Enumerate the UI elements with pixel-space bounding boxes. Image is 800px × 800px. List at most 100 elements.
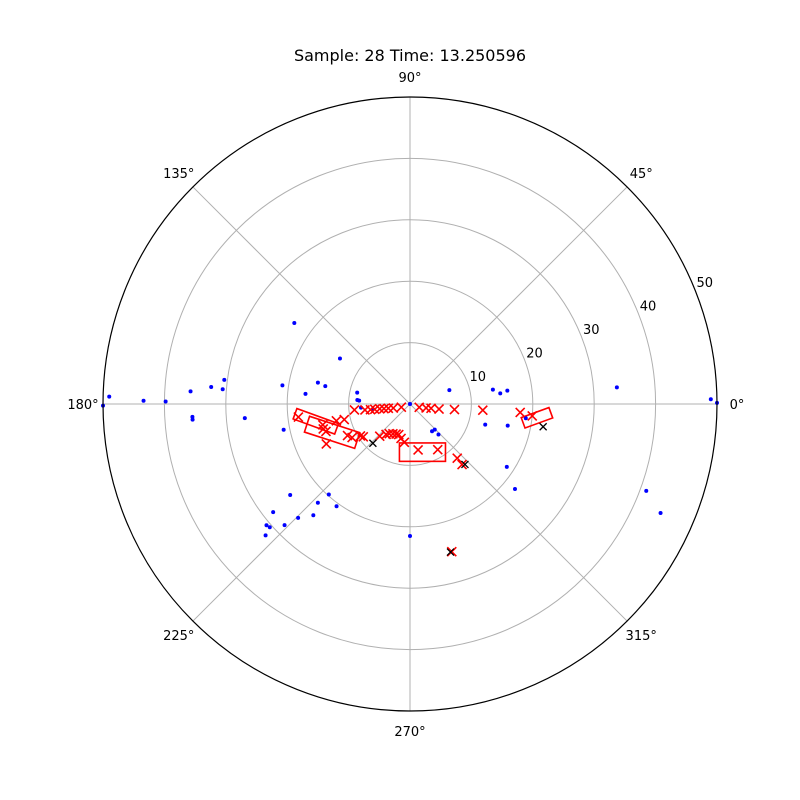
r-tick-label: 40 — [640, 299, 657, 314]
detection-marker-stroke — [374, 403, 385, 414]
detection-marker-stroke — [321, 438, 332, 449]
detection-marker-stroke — [349, 404, 360, 416]
scatter-point — [323, 384, 328, 389]
detection-marker-stroke — [381, 429, 392, 440]
angular-gridline-135 — [192, 186, 411, 405]
detection-marker-stroke — [355, 430, 366, 441]
box-layer — [292, 406, 554, 463]
detection-marker-stroke — [527, 410, 538, 422]
scatter-point — [490, 387, 495, 392]
track-marker-stroke — [460, 460, 469, 469]
detection-marker — [293, 412, 304, 423]
detection-marker — [358, 431, 369, 442]
detection-marker-stroke — [358, 431, 369, 442]
scatter-point — [614, 385, 619, 390]
detection-marker — [378, 403, 390, 414]
theta-tick-label: 135° — [163, 167, 194, 182]
detection-marker-stroke — [396, 402, 407, 413]
theta-tick-label: 270° — [394, 725, 425, 740]
polar-outer-ring — [102, 96, 718, 712]
scatter-point — [337, 356, 342, 361]
scatter-point — [288, 492, 293, 497]
detection-marker-stroke — [339, 414, 350, 425]
scatter-point — [708, 397, 713, 402]
detection-marker — [413, 444, 424, 456]
detection-marker-stroke — [413, 444, 424, 456]
scatter-point — [498, 391, 503, 396]
track-marker — [446, 548, 455, 557]
detection-marker-stroke — [388, 402, 399, 414]
scatter-point — [242, 416, 247, 421]
scatter-point — [267, 525, 272, 530]
detection-marker-stroke — [399, 437, 410, 448]
theta-tick-label: 90° — [398, 71, 421, 86]
detection-marker — [349, 404, 360, 416]
detection-marker — [374, 403, 385, 414]
track-marker-stroke — [368, 439, 377, 448]
detection-marker-stroke — [331, 415, 342, 426]
detection-marker — [452, 453, 463, 464]
scatter-point — [357, 398, 362, 403]
track-layer — [368, 422, 548, 557]
detection-marker — [399, 437, 410, 448]
scatter-point — [505, 388, 510, 393]
label-layer: 0° 45° 90° 135° 180° 225° 270° 315° 10 20 30 40 50 — [67, 71, 744, 740]
scatter-point — [523, 416, 528, 421]
detection-marker — [339, 414, 350, 425]
scatter-point — [281, 427, 286, 432]
detection-marker — [331, 415, 342, 426]
detection-marker — [456, 459, 468, 470]
detection-marker-stroke — [425, 403, 437, 414]
detection-marker-stroke — [452, 453, 463, 464]
scatter-point — [504, 464, 509, 469]
angular-gridline-45 — [409, 186, 628, 405]
detection-marker-stroke — [347, 432, 358, 443]
detection-marker — [347, 432, 358, 443]
detection-marker — [374, 431, 385, 442]
scatter-point — [644, 488, 649, 493]
detection-marker — [321, 438, 332, 449]
detection-marker-stroke — [456, 459, 468, 470]
point-layer — [101, 320, 719, 539]
detection-marker — [527, 410, 538, 422]
scatter-point — [334, 504, 339, 509]
detection-marker — [425, 403, 437, 414]
track-marker-stroke — [446, 548, 455, 557]
detection-marker-stroke — [365, 404, 376, 415]
scatter-point — [190, 417, 195, 422]
detection-marker-stroke — [317, 419, 328, 430]
detection-marker-stroke — [449, 404, 460, 415]
detection-marker — [433, 404, 445, 415]
angular-gridline-225 — [192, 403, 411, 622]
scatter-point — [355, 390, 360, 395]
detection-marker-stroke — [374, 431, 385, 442]
detection-marker-stroke — [446, 546, 457, 557]
scatter-point — [658, 510, 663, 515]
detection-marker-stroke — [393, 429, 404, 440]
scatter-point — [436, 432, 441, 437]
detection-marker — [446, 546, 457, 557]
theta-tick-label: 315° — [626, 629, 657, 644]
track-marker — [460, 460, 469, 469]
theta-tick-label: 0° — [730, 398, 745, 413]
detection-marker — [320, 426, 332, 437]
chart-title: Sample: 28 Time: 13.250596 — [294, 46, 526, 65]
theta-tick-label: 45° — [630, 167, 653, 182]
detection-marker-stroke — [433, 404, 445, 415]
detection-box — [398, 442, 447, 463]
scatter-point — [263, 533, 268, 538]
scatter-point — [326, 492, 331, 497]
scatter-point — [222, 377, 227, 382]
detection-marker-stroke — [477, 405, 488, 416]
detection-layer — [293, 402, 538, 557]
detection-marker — [317, 419, 328, 430]
scatter-point — [292, 320, 297, 325]
track-marker — [368, 439, 377, 448]
detection-marker — [396, 402, 407, 413]
scatter-point — [447, 388, 452, 393]
scatter-point — [311, 513, 316, 518]
detection-marker — [477, 405, 488, 416]
scatter-point — [505, 423, 510, 428]
r-tick-label: 50 — [696, 276, 713, 291]
scatter-point — [271, 510, 276, 515]
